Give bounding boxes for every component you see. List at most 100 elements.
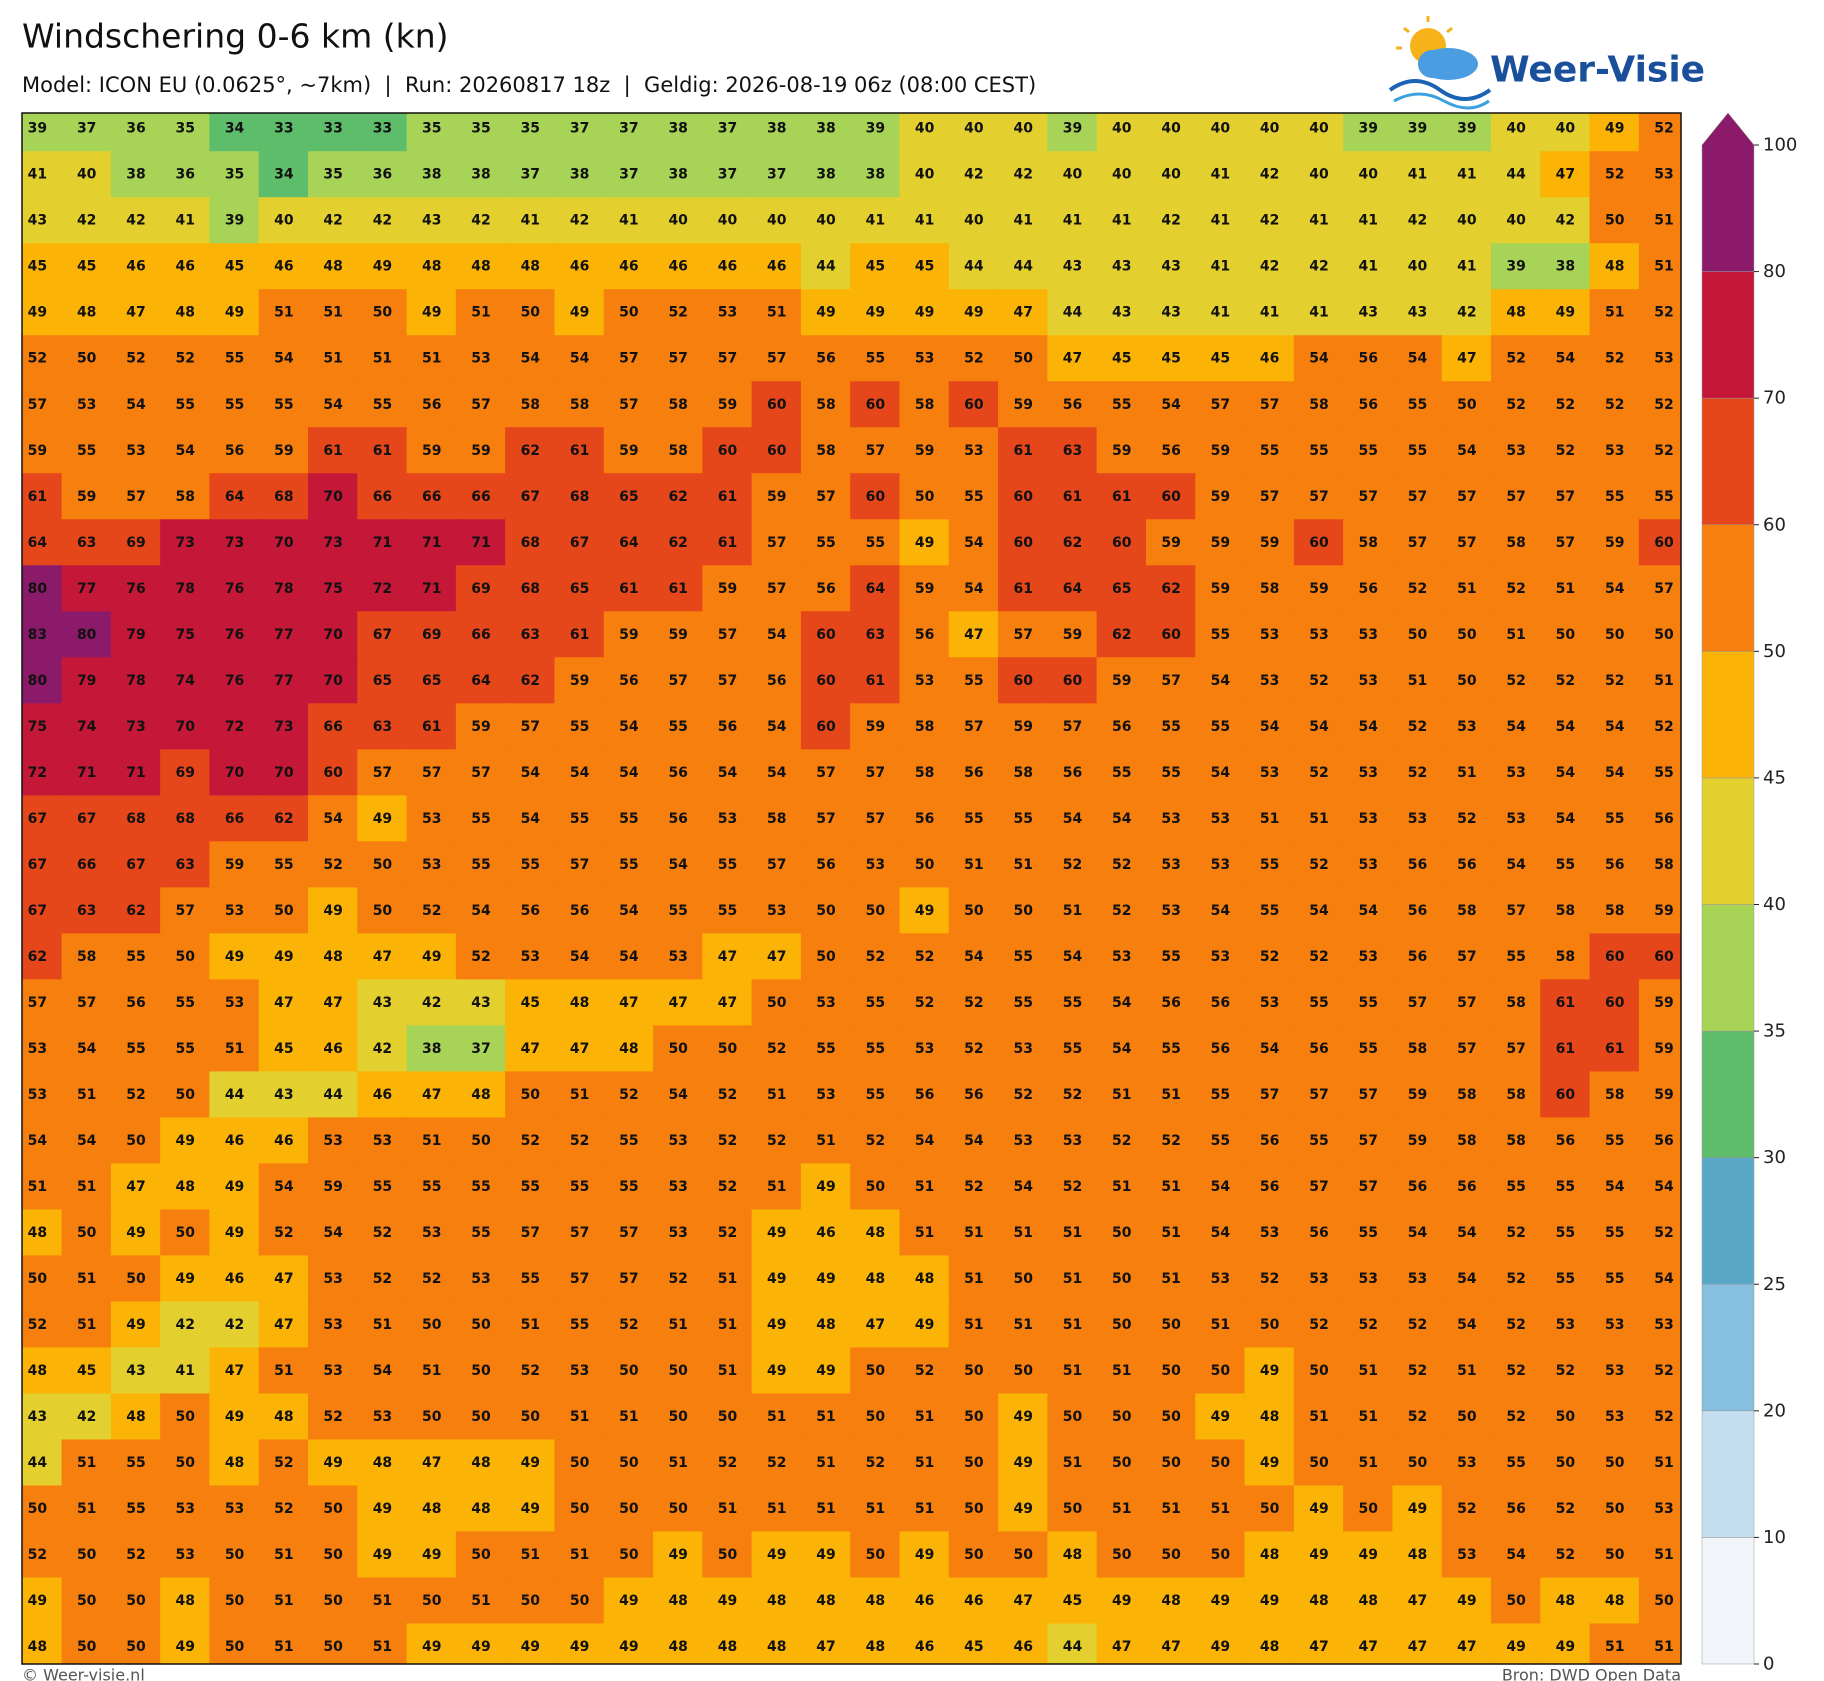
field-cell [357,243,408,291]
value-label: 55 [1161,765,1180,781]
colorbar-segment [1701,651,1755,779]
value-label: 55 [1211,719,1230,735]
value-label: 48 [1359,1593,1378,1609]
value-label: 54 [1211,765,1231,781]
field-cell [899,197,950,245]
value-label: 59 [619,443,638,459]
value-label: 42 [225,1317,244,1333]
value-label: 59 [915,443,934,459]
value-label: 48 [176,1593,195,1609]
value-label: 49 [570,1639,589,1655]
value-label: 42 [964,167,983,183]
value-label: 41 [915,213,934,229]
value-label: 57 [1457,489,1476,505]
value-label: 48 [176,305,195,321]
value-label: 47 [274,995,293,1011]
value-label: 51 [1161,1501,1180,1517]
value-label: 53 [323,1271,342,1287]
field-cell [1343,197,1394,245]
value-label: 49 [767,1271,786,1287]
value-label: 57 [767,535,786,551]
value-label: 41 [1013,213,1032,229]
value-label: 77 [274,673,293,689]
colorbar-segment [1701,1157,1755,1285]
field-cell [850,243,901,291]
field-cell [308,113,359,153]
field-cell [603,565,655,613]
value-label: 51 [964,857,983,873]
field-cell [1293,335,1345,383]
field-cell [603,113,655,153]
value-label: 55 [373,397,392,413]
value-label: 46 [373,1087,392,1103]
value-label: 57 [1309,1087,1328,1103]
value-label: 71 [471,535,490,551]
value-label: 56 [1359,581,1378,597]
field-cell [554,519,605,567]
field-cell [603,473,655,521]
value-label: 59 [1013,719,1032,735]
value-label: 43 [1063,259,1082,275]
value-label: 50 [126,1133,146,1149]
value-label: 51 [1211,1317,1230,1333]
field-cell [751,381,802,429]
value-label: 53 [521,949,540,965]
field-cell [505,197,556,245]
value-label: 53 [1605,1317,1624,1333]
value-label: 47 [1013,305,1032,321]
value-label: 51 [1506,627,1525,643]
value-label: 51 [1654,1639,1673,1655]
logo: Weer-Visie [1388,16,1705,110]
value-label: 47 [126,305,145,321]
value-label: 54 [1457,1317,1477,1333]
field-cell [1490,611,1542,659]
value-label: 58 [915,719,934,735]
value-label: 40 [1457,213,1477,229]
value-label: 49 [964,305,983,321]
field-cell [1392,473,1443,521]
value-label: 47 [1359,1639,1378,1655]
value-label: 50 [77,1225,97,1241]
value-label: 49 [1457,1593,1476,1609]
value-label: 50 [373,857,393,873]
value-label: 51 [471,305,490,321]
value-label: 48 [619,1041,638,1057]
value-label: 49 [373,1501,392,1517]
field-cell [1638,151,1681,199]
field-cell [505,289,556,337]
value-label: 70 [225,765,245,781]
value-label: 70 [323,627,343,643]
field-cell [899,151,950,199]
field-cell [308,473,359,521]
logo-text: Weer-Visie [1490,50,1705,91]
field-cell [455,565,507,613]
value-label: 51 [668,1317,687,1333]
value-label: 43 [28,1409,47,1425]
value-label: 49 [126,1317,145,1333]
value-label: 54 [570,949,590,965]
value-label: 60 [323,765,343,781]
value-label: 43 [1161,305,1180,321]
value-label: 60 [866,397,886,413]
value-label: 60 [767,443,787,459]
field-cell [110,289,162,337]
field-cell [653,611,704,659]
value-label: 43 [373,995,392,1011]
value-label: 54 [767,719,787,735]
value-label: 50 [1161,1317,1181,1333]
value-label: 50 [1211,1547,1231,1563]
value-label: 51 [767,1179,786,1195]
value-label: 50 [471,1133,491,1149]
value-label: 48 [521,259,540,275]
value-label: 50 [521,1409,541,1425]
value-label: 49 [915,305,934,321]
value-label: 63 [1063,443,1082,459]
value-label: 49 [126,1225,145,1241]
value-label: 45 [1112,351,1131,367]
value-label: 55 [1112,397,1131,413]
value-label: 53 [1605,443,1624,459]
value-label: 47 [1161,1639,1180,1655]
value-label: 55 [1359,1041,1378,1057]
value-label: 56 [1654,811,1673,827]
value-label: 64 [225,489,245,505]
